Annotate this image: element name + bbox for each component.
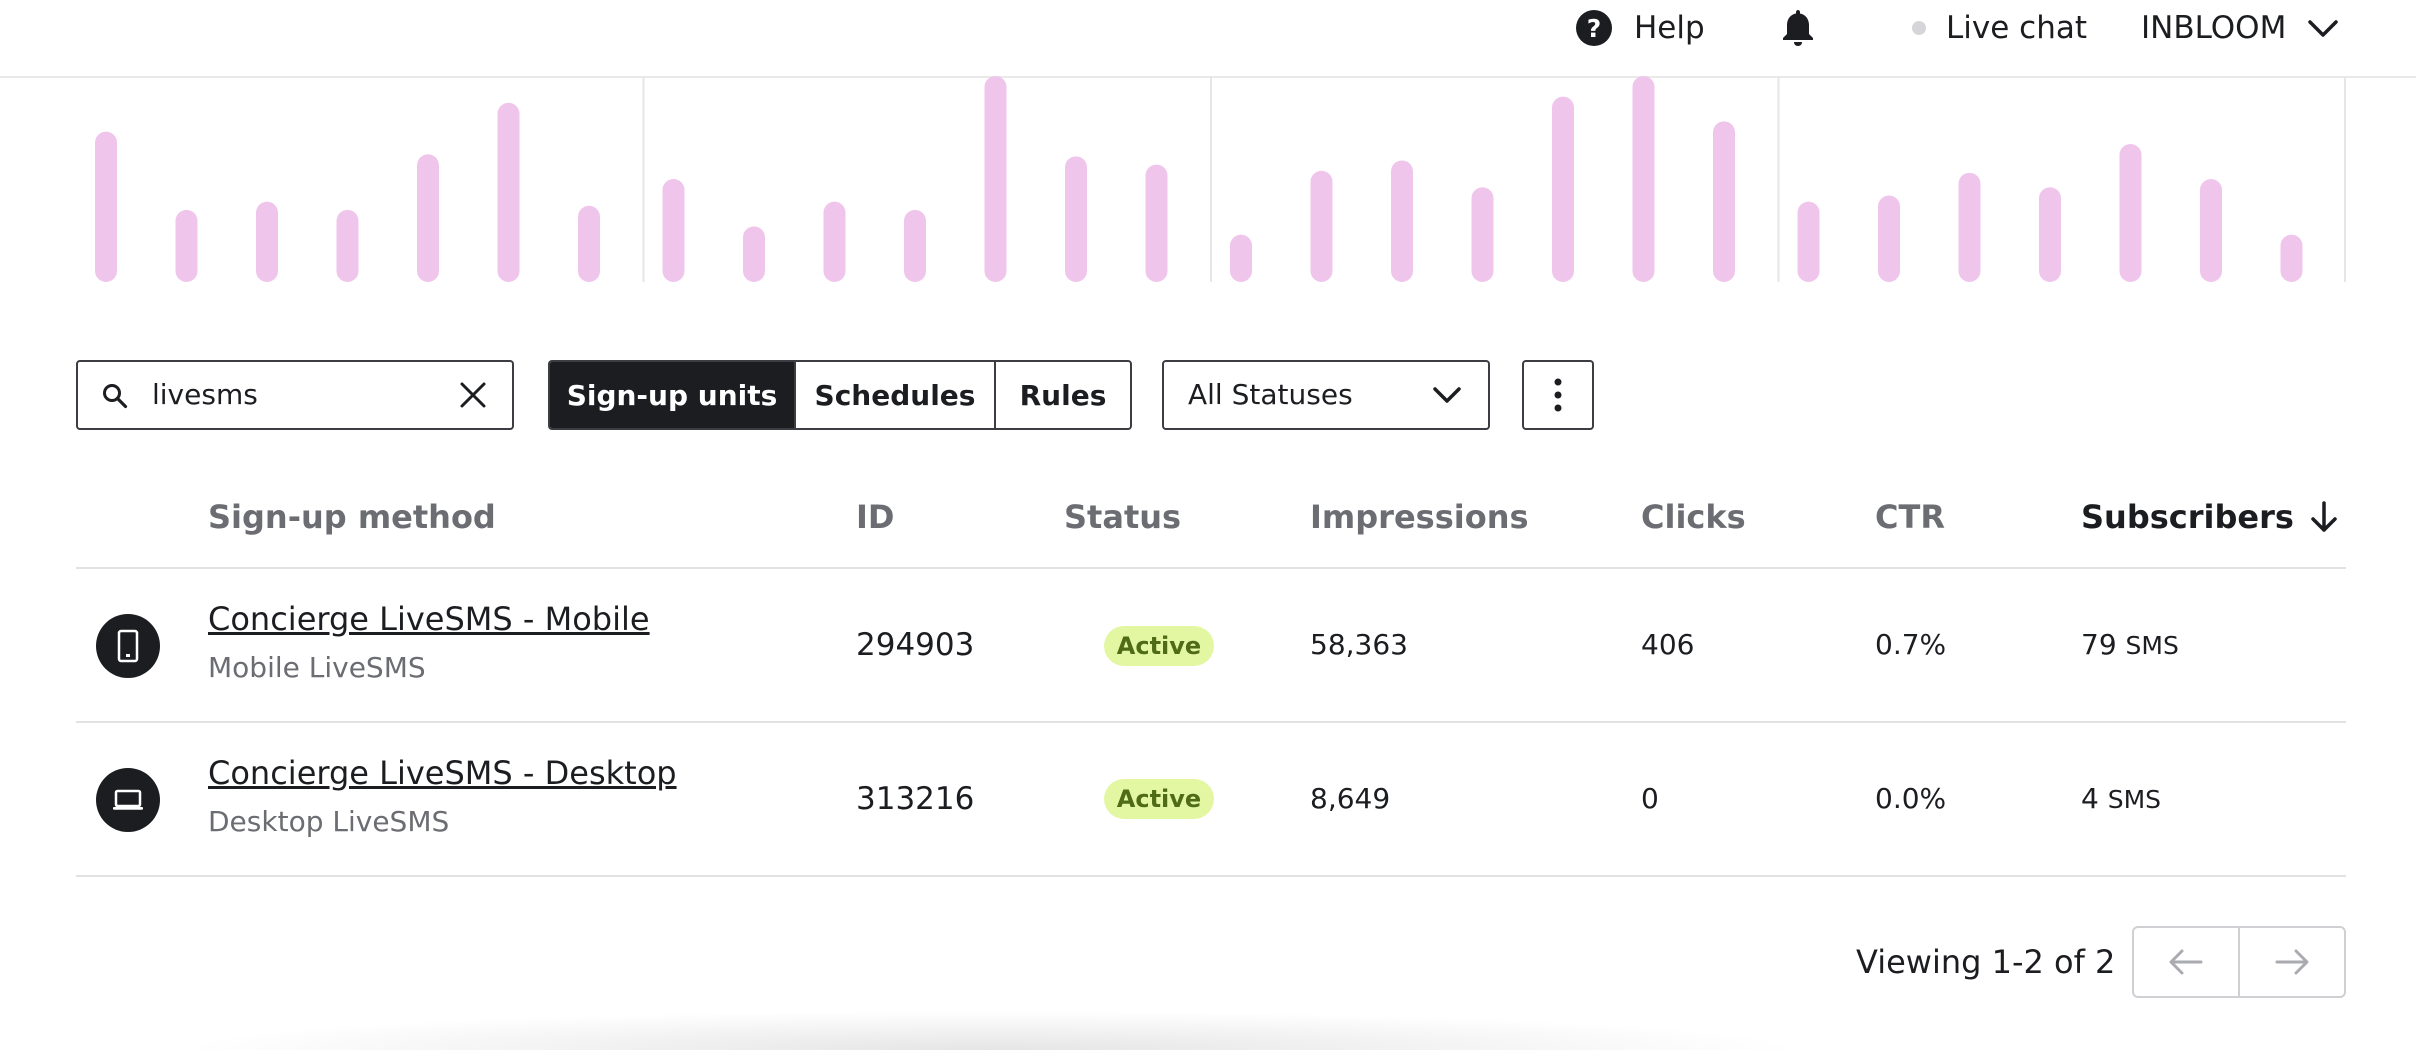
chart-bar <box>1713 121 1735 282</box>
chart-bar <box>662 179 685 282</box>
arrow-down-icon <box>2311 501 2337 532</box>
chart-bar <box>336 209 359 282</box>
chart-bar <box>1552 96 1574 282</box>
search-box[interactable]: livesms <box>76 360 514 430</box>
chart-bar <box>2119 143 2142 282</box>
chat-status-dot <box>1912 21 1926 35</box>
activity-chart-svg <box>95 76 2346 282</box>
row-subscribers: 4 SMS <box>2081 782 2161 815</box>
chart-bar <box>95 131 117 282</box>
subscribers-header-label: Subscribers <box>2081 498 2294 536</box>
view-tabs: Sign-up units Schedules Rules <box>548 360 1132 430</box>
column-header-status[interactable]: Status <box>1064 498 1182 536</box>
row-divider <box>76 721 2346 723</box>
chart-bar <box>743 226 765 282</box>
tab-schedules[interactable]: Schedules <box>794 362 994 428</box>
column-header-clicks[interactable]: Clicks <box>1641 498 1746 536</box>
chart-bar <box>1145 164 1168 282</box>
notifications-button[interactable] <box>1780 0 1816 56</box>
top-bar: ? Help Live chat INBLOOM <box>0 0 2416 78</box>
chevron-down-icon <box>1433 387 1461 403</box>
chart-bar <box>2200 179 2222 282</box>
chart-bar <box>1878 195 1900 282</box>
next-page-button[interactable] <box>2238 928 2344 996</box>
chart-bar <box>1310 170 1333 282</box>
column-header-sign-up-method[interactable]: Sign-up method <box>208 498 496 536</box>
header-divider <box>76 567 2346 569</box>
column-header-subscribers[interactable]: Subscribers <box>2081 490 2340 544</box>
chart-bar <box>578 205 600 282</box>
search-input[interactable]: livesms <box>152 378 258 411</box>
help-icon: ? <box>1576 10 1612 46</box>
tab-rules[interactable]: Rules <box>994 362 1130 428</box>
status-badge: Active <box>1104 626 1214 666</box>
row-ctr: 0.7% <box>1875 628 1947 661</box>
status-badge: Active <box>1104 779 1214 819</box>
sign-up-unit-link[interactable]: Concierge LiveSMS - Desktop <box>208 754 677 792</box>
row-impressions: 58,363 <box>1310 628 1408 661</box>
row-clicks: 0 <box>1641 782 1659 815</box>
sign-up-unit-subtitle: Desktop LiveSMS <box>208 805 450 838</box>
chart-bar <box>1230 234 1252 282</box>
chart-bar <box>1797 201 1820 282</box>
column-header-id[interactable]: ID <box>856 498 895 536</box>
mobile-icon <box>96 614 160 678</box>
previous-page-button[interactable] <box>2134 928 2238 996</box>
sign-up-unit-link[interactable]: Concierge LiveSMS - Mobile <box>208 600 650 638</box>
tab-sign-up-units[interactable]: Sign-up units <box>550 362 794 428</box>
help-link[interactable]: ? Help <box>1576 0 1705 56</box>
chart-bar <box>1471 187 1494 282</box>
sign-up-unit-subtitle: Mobile LiveSMS <box>208 651 426 684</box>
chart-bar <box>904 209 926 282</box>
account-menu[interactable]: INBLOOM <box>2141 0 2340 56</box>
chart-bar <box>823 201 846 282</box>
close-icon[interactable] <box>458 380 488 410</box>
row-id: 294903 <box>856 627 975 663</box>
desktop-icon <box>96 768 160 832</box>
subscribers-count: 79 <box>2081 628 2117 661</box>
chart-bar <box>1958 172 1981 282</box>
subscribers-count: 4 <box>2081 782 2099 815</box>
pagination-summary: Viewing 1-2 of 2 <box>1856 943 2116 981</box>
row-id: 313216 <box>856 781 975 817</box>
pagination <box>2132 926 2346 998</box>
status-filter-value: All Statuses <box>1188 378 1353 411</box>
arrow-right-icon <box>2275 949 2309 975</box>
column-header-ctr[interactable]: CTR <box>1875 498 1945 536</box>
chart-bar <box>175 209 198 282</box>
column-header-impressions[interactable]: Impressions <box>1310 498 1529 536</box>
chart-bar <box>1391 160 1413 282</box>
subscribers-unit: SMS <box>2107 785 2162 814</box>
chart-bar <box>1632 76 1655 282</box>
more-options-button[interactable] <box>1522 360 1594 430</box>
arrow-left-icon <box>2169 949 2203 975</box>
row-subscribers: 79 SMS <box>2081 628 2179 661</box>
chart-bar <box>1065 156 1087 282</box>
chevron-down-icon <box>2308 20 2339 37</box>
chart-bar <box>984 76 1007 282</box>
bottom-panel-shadow <box>170 1010 1810 1050</box>
subscribers-unit: SMS <box>2125 631 2179 660</box>
kebab-menu-icon <box>1554 378 1562 412</box>
status-filter-dropdown[interactable]: All Statuses <box>1162 360 1490 430</box>
help-label: Help <box>1634 10 1705 46</box>
chart-bar <box>497 102 520 282</box>
chart-bar <box>2280 234 2303 282</box>
account-label: INBLOOM <box>2141 10 2287 46</box>
row-divider <box>76 875 2346 877</box>
chart-bar <box>256 201 278 282</box>
row-ctr: 0.0% <box>1875 782 1947 815</box>
search-icon <box>103 384 128 409</box>
chart-bar <box>417 154 439 282</box>
activity-chart <box>76 76 2346 282</box>
row-impressions: 8,649 <box>1310 782 1391 815</box>
row-clicks: 406 <box>1641 628 1695 661</box>
live-chat-button[interactable]: Live chat <box>1912 0 2087 56</box>
chart-bar <box>2039 187 2061 282</box>
live-chat-label: Live chat <box>1946 10 2087 46</box>
bell-icon <box>1783 10 1813 46</box>
